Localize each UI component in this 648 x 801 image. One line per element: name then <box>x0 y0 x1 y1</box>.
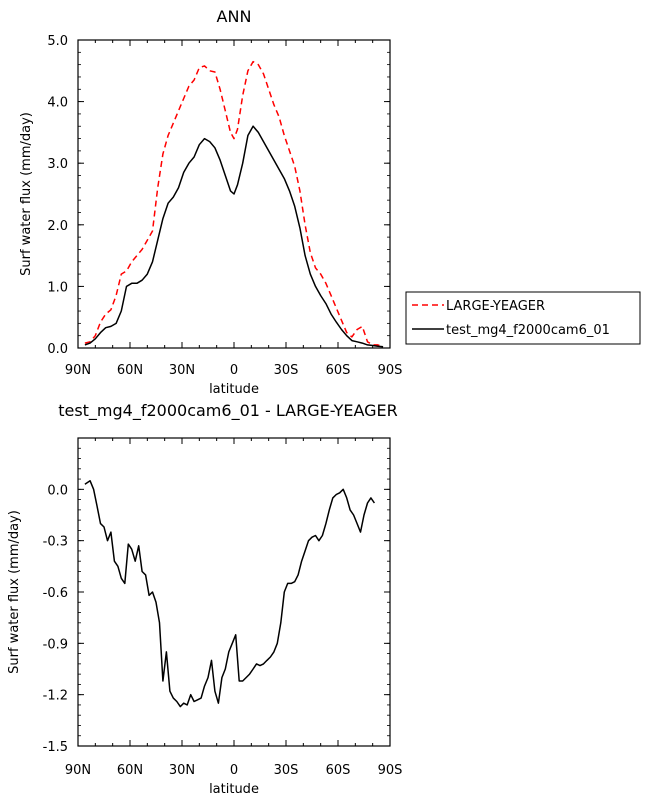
top-y-tick-label: 3.0 <box>47 157 68 172</box>
bottom-y-tick-label: -1.5 <box>43 740 68 755</box>
bottom-y-tick-label: -0.6 <box>43 586 68 601</box>
bottom-series-lines <box>84 480 376 708</box>
top-panel-title: ANN <box>217 7 252 26</box>
bottom-y-axis-label: Surf water flux (mm/day) <box>7 510 22 674</box>
bottom-y-tick-label: -1.2 <box>43 689 68 704</box>
top-series-lines <box>84 60 384 348</box>
bottom-axis-ticks <box>77 437 391 747</box>
bottom-y-tick-label: -0.3 <box>43 535 68 550</box>
top-y-tick-label: 0.0 <box>47 342 68 357</box>
bottom-x-tick-labels: 90N 60N 30N 0 30S 60S 90S <box>65 763 403 778</box>
bottom-x-tick-label: 90N <box>65 763 91 778</box>
top-x-tick-label: 60N <box>117 363 143 378</box>
legend: LARGE-YEAGER test_mg4_f2000cam6_01 <box>405 291 641 345</box>
top-panel: ANN 90N 60N 30N 0 30S 60S 90S 0.0 1.0 2.… <box>19 7 641 397</box>
bottom-x-tick-label: 90S <box>378 763 403 778</box>
bottom-x-tick-label: 0 <box>230 763 238 778</box>
top-y-axis-label: Surf water flux (mm/day) <box>19 112 34 276</box>
top-x-axis-label: latitude <box>209 382 259 397</box>
top-x-tick-labels: 90N 60N 30N 0 30S 60S 90S <box>65 363 403 378</box>
bottom-panel-title: test_mg4_f2000cam6_01 - LARGE-YEAGER <box>58 401 398 421</box>
bottom-y-tick-labels: -1.5 -1.2 -0.9 -0.6 -0.3 0.0 <box>43 483 68 755</box>
top-x-tick-label: 30N <box>169 363 195 378</box>
top-x-tick-label: 90N <box>65 363 91 378</box>
bottom-y-tick-label: 0.0 <box>47 483 68 498</box>
bottom-y-tick-label: -0.9 <box>43 637 68 652</box>
bottom-x-axis-label: latitude <box>209 782 259 797</box>
top-y-tick-labels: 0.0 1.0 2.0 3.0 4.0 5.0 <box>47 34 68 357</box>
bottom-series-line-0 <box>84 480 376 708</box>
bottom-x-tick-label: 60S <box>326 763 351 778</box>
top-x-tick-label: 90S <box>378 363 403 378</box>
top-series-line-0 <box>84 60 384 348</box>
bottom-x-tick-label: 30N <box>169 763 195 778</box>
bottom-panel: test_mg4_f2000cam6_01 - LARGE-YEAGER 90N… <box>7 401 402 797</box>
top-y-tick-label: 5.0 <box>47 34 68 49</box>
top-series-line-1 <box>84 125 384 348</box>
legend-label-large-yeager: LARGE-YEAGER <box>446 299 545 314</box>
top-y-tick-label: 2.0 <box>47 219 68 234</box>
top-y-tick-label: 4.0 <box>47 96 68 111</box>
legend-label-test-mg4: test_mg4_f2000cam6_01 <box>446 323 610 338</box>
legend-box <box>405 291 641 345</box>
top-x-tick-label: 30S <box>274 363 299 378</box>
bottom-plot-frame <box>77 437 391 747</box>
top-y-tick-label: 1.0 <box>47 280 68 295</box>
top-axis-ticks <box>77 39 391 349</box>
top-x-tick-label: 60S <box>326 363 351 378</box>
bottom-x-tick-label: 60N <box>117 763 143 778</box>
top-x-tick-label: 0 <box>230 363 238 378</box>
bottom-x-tick-label: 30S <box>274 763 299 778</box>
